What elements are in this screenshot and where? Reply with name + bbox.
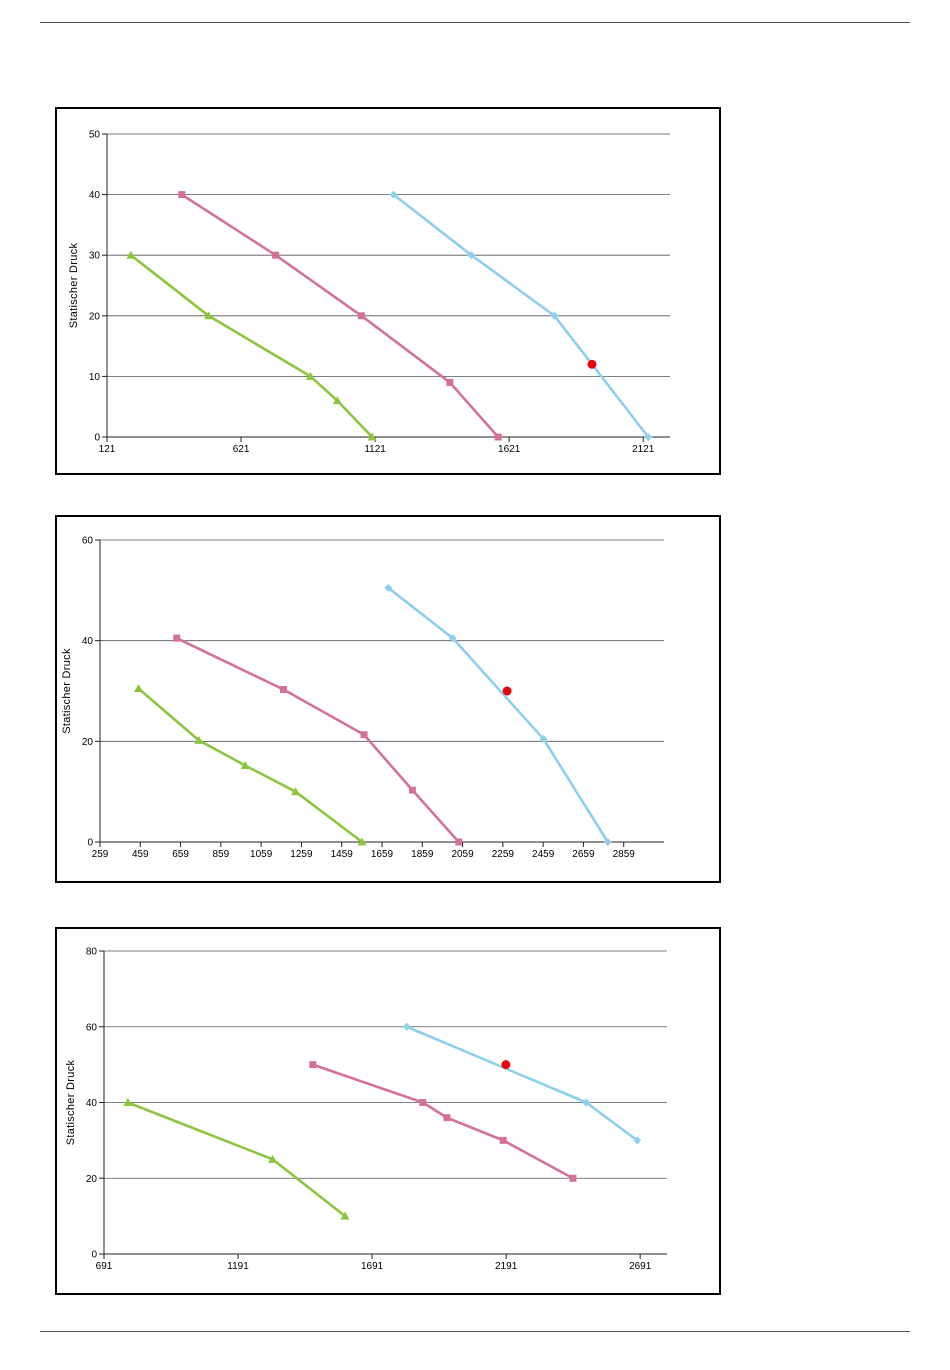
y-tick-label-3: 60 xyxy=(82,536,94,547)
y-tick-label-0: 0 xyxy=(94,433,100,444)
series-line-green xyxy=(130,254,374,438)
data-point-pink-4 xyxy=(569,1174,577,1182)
x-tick-label-1: 1191 xyxy=(227,1261,249,1272)
data-point-pink-1 xyxy=(272,251,280,259)
data-point-pink-4 xyxy=(455,838,463,846)
data-point-pink-3 xyxy=(499,1136,507,1144)
data-point-green-2 xyxy=(305,371,315,380)
x-tick-label-13: 2859 xyxy=(613,849,636,860)
fan-curve-chart-3: 0 20 40 60 80 691 1191 1691 2191 2691 Statischer D… xyxy=(65,947,667,1272)
data-point-green-1 xyxy=(268,1154,278,1163)
y-tick-label-1: 10 xyxy=(89,372,101,383)
data-point-green-3 xyxy=(332,396,342,405)
y-axis-label: Statischer Druck xyxy=(68,243,80,329)
data-point-green-2 xyxy=(240,760,250,769)
data-point-blue-3 xyxy=(603,838,612,846)
x-tick-label-5: 1259 xyxy=(290,849,313,860)
data-point-blue-2 xyxy=(550,311,559,320)
chart-panel-3: 0 20 40 60 80 691 1191 1691 2191 2691 Statischer D… xyxy=(55,927,721,1295)
series-line-blue xyxy=(392,193,650,438)
y-tick-label-1: 20 xyxy=(82,737,94,748)
data-point-pink-0 xyxy=(173,634,181,642)
data-point-green-0 xyxy=(123,1098,133,1106)
data-point-pink-2 xyxy=(443,1114,451,1122)
x-tick-label-12: 2659 xyxy=(572,849,595,860)
data-point-pink-3 xyxy=(408,786,416,794)
y-axis-label: Statischer Druck xyxy=(61,648,73,734)
x-tick-label-4: 2121 xyxy=(632,444,655,455)
y-tick-label-2: 20 xyxy=(89,311,101,322)
data-point-blue-0 xyxy=(384,583,393,592)
y-tick-label-4: 80 xyxy=(86,947,98,958)
series-line-blue xyxy=(406,1025,639,1142)
data-point-blue-1 xyxy=(448,634,457,643)
x-tick-label-10: 2259 xyxy=(492,849,515,860)
data-point-blue-2 xyxy=(539,734,548,743)
y-tick-label-3: 60 xyxy=(86,1022,98,1033)
x-tick-label-6: 1459 xyxy=(331,849,354,860)
x-tick-label-9: 2059 xyxy=(451,849,474,860)
x-tick-label-2: 1691 xyxy=(361,1261,384,1272)
x-tick-label-1: 459 xyxy=(132,849,149,860)
x-tick-label-11: 2459 xyxy=(532,849,555,860)
x-tick-label-2: 659 xyxy=(172,849,189,860)
operating-point xyxy=(501,1060,511,1070)
chart-panel-2: 0 20 40 60 259 459 659 859 1059 1259 1459 1659 1859 2… xyxy=(55,515,721,883)
x-tick-label-4: 2691 xyxy=(629,1261,652,1272)
y-axis-label: Statischer Druck xyxy=(65,1060,77,1146)
data-point-blue-1 xyxy=(582,1098,591,1107)
series-line-green xyxy=(137,687,363,844)
data-point-pink-2 xyxy=(357,312,365,320)
x-tick-label-1: 621 xyxy=(233,444,250,455)
x-tick-label-3: 859 xyxy=(213,849,230,860)
data-point-green-3 xyxy=(291,787,301,796)
header-rule xyxy=(40,22,910,23)
data-point-pink-1 xyxy=(280,685,288,693)
y-tick-label-0: 0 xyxy=(87,838,93,849)
y-tick-label-1: 20 xyxy=(86,1174,98,1185)
y-tick-label-0: 0 xyxy=(91,1250,97,1261)
data-point-blue-1 xyxy=(467,251,476,260)
data-point-green-0 xyxy=(133,683,143,692)
chart-panel-1: 0 10 20 30 40 50 121 621 1121 1621 2121 Statischer … xyxy=(55,107,721,475)
data-point-pink-4 xyxy=(494,433,502,441)
y-tick-label-3: 30 xyxy=(89,251,101,262)
footer-rule xyxy=(40,1331,910,1332)
fan-curve-chart-2: 0 20 40 60 259 459 659 859 1059 1259 1459 1659 1859 2… xyxy=(61,536,664,860)
data-point-pink-0 xyxy=(309,1061,317,1069)
y-tick-label-4: 40 xyxy=(89,190,101,201)
data-point-green-2 xyxy=(340,1211,350,1220)
y-tick-label-2: 40 xyxy=(82,636,94,647)
data-point-blue-0 xyxy=(402,1022,411,1031)
x-tick-label-4: 1059 xyxy=(250,849,273,860)
data-point-blue-3 xyxy=(644,433,653,441)
data-point-pink-3 xyxy=(446,378,454,386)
data-point-green-4 xyxy=(367,432,377,441)
data-point-pink-2 xyxy=(360,731,368,739)
series-line-green xyxy=(127,1101,346,1218)
x-tick-label-0: 121 xyxy=(99,444,116,455)
data-point-blue-0 xyxy=(389,190,398,199)
x-tick-label-3: 1621 xyxy=(498,444,521,455)
data-point-blue-2 xyxy=(633,1136,642,1145)
x-tick-label-0: 259 xyxy=(92,849,109,860)
data-point-green-1 xyxy=(194,735,204,744)
x-tick-label-2: 1121 xyxy=(364,444,386,455)
data-point-pink-1 xyxy=(419,1099,427,1106)
series-line-blue xyxy=(387,586,609,843)
data-point-green-4 xyxy=(357,837,367,846)
data-point-pink-0 xyxy=(178,191,186,199)
x-tick-label-8: 1859 xyxy=(411,849,434,860)
x-tick-label-0: 691 xyxy=(96,1261,113,1272)
data-point-green-1 xyxy=(204,311,214,320)
y-tick-label-5: 50 xyxy=(89,130,101,141)
y-tick-label-2: 40 xyxy=(86,1098,98,1109)
fan-curve-chart-1: 0 10 20 30 40 50 121 621 1121 1621 2121 Statischer … xyxy=(68,130,670,455)
operating-point xyxy=(587,359,597,369)
x-tick-label-7: 1659 xyxy=(371,849,394,860)
x-tick-label-3: 2191 xyxy=(495,1261,518,1272)
operating-point xyxy=(502,686,512,696)
series-line-pink xyxy=(176,636,460,843)
data-point-green-0 xyxy=(126,250,136,259)
